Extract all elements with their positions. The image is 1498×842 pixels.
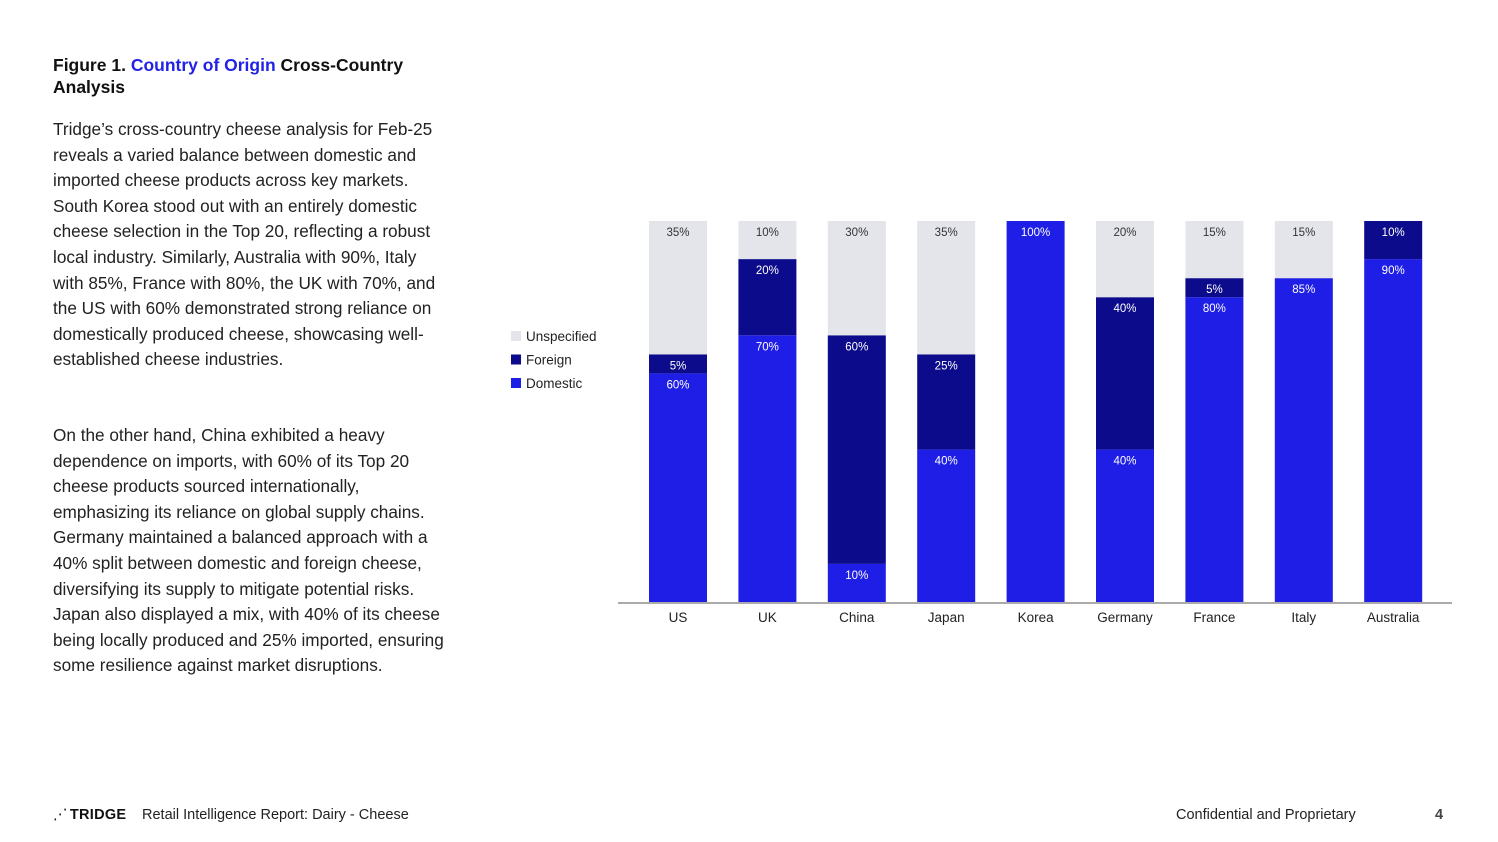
bar-us-unspecified <box>649 221 707 355</box>
x-tick-label-australia: Australia <box>1367 610 1420 625</box>
bar-france-foreign <box>1185 278 1244 298</box>
data-label-us-foreign: 5% <box>670 360 687 372</box>
figure-title: Figure 1. Country of Origin Cross-Countr… <box>53 54 443 98</box>
footer-confidential: Confidential and Proprietary <box>1176 807 1356 823</box>
bar-uk-foreign <box>738 259 797 336</box>
bar-france-domestic <box>1185 297 1244 602</box>
data-label-china-foreign: 60% <box>845 341 868 353</box>
bar-france-unspecified <box>1185 221 1244 279</box>
data-label-japan-foreign: 25% <box>935 360 958 372</box>
legend-swatch-domestic <box>511 378 521 388</box>
bar-china-unspecified <box>827 221 886 336</box>
data-label-germany-foreign: 40% <box>1113 303 1136 315</box>
data-label-china-domestic: 10% <box>845 570 868 582</box>
figure-title-accent: Country of Origin <box>130 55 276 75</box>
data-label-china-unspecified: 30% <box>845 227 868 239</box>
data-label-japan-domestic: 40% <box>935 456 958 468</box>
bar-italy-unspecified <box>1274 221 1333 279</box>
bar-uk-unspecified <box>738 221 797 260</box>
x-tick-label-germany: Germany <box>1097 610 1153 625</box>
bar-us-foreign <box>649 354 707 374</box>
analysis-paragraph-1: Tridge’s cross-country cheese analysis f… <box>53 119 436 370</box>
data-label-korea-domestic: 100% <box>1021 227 1050 239</box>
bar-italy-domestic <box>1274 278 1333 602</box>
legend-label-unspecified: Unspecified <box>526 329 597 344</box>
data-label-france-foreign: 5% <box>1206 284 1223 296</box>
analysis-paragraph-2: On the other hand, China exhibited a hea… <box>53 425 444 676</box>
data-label-france-domestic: 80% <box>1203 303 1226 315</box>
bar-china-foreign <box>827 335 886 564</box>
legend-swatch-unspecified <box>511 331 521 341</box>
tridge-logo-icon: ⋰ <box>53 807 68 823</box>
figure-title-prefix: Figure 1. <box>53 55 126 75</box>
page-number: 4 <box>1435 807 1444 823</box>
x-tick-label-korea: Korea <box>1018 610 1055 625</box>
tridge-logo-text: TRIDGE <box>69 807 127 823</box>
bar-australia-foreign <box>1364 221 1423 260</box>
bar-japan-unspecified <box>917 221 976 355</box>
data-label-australia-foreign: 10% <box>1382 227 1405 239</box>
x-tick-label-china: China <box>839 610 875 625</box>
bar-japan-foreign <box>917 354 976 450</box>
bar-korea-domestic <box>1006 221 1065 602</box>
bar-china-domestic <box>827 563 886 602</box>
bar-germany-foreign <box>1096 297 1154 450</box>
bar-uk-domestic <box>738 335 797 602</box>
data-label-us-domestic: 60% <box>666 379 689 391</box>
bar-australia-domestic <box>1364 259 1423 602</box>
legend-label-foreign: Foreign <box>526 353 572 368</box>
data-label-italy-unspecified: 15% <box>1292 227 1315 239</box>
bar-japan-domestic <box>917 449 976 602</box>
footer-report-title: Retail Intelligence Report: Dairy - Chee… <box>142 807 409 823</box>
x-tick-label-france: France <box>1193 610 1235 625</box>
data-label-us-unspecified: 35% <box>666 227 689 239</box>
data-label-germany-domestic: 40% <box>1113 456 1136 468</box>
data-label-japan-unspecified: 35% <box>935 227 958 239</box>
data-label-uk-foreign: 20% <box>756 265 779 277</box>
tridge-logo: ⋰ TRIDGE <box>53 807 126 823</box>
data-label-australia-domestic: 90% <box>1382 265 1405 277</box>
legend-swatch-foreign <box>511 354 521 365</box>
x-tick-label-uk: UK <box>758 610 777 625</box>
x-tick-label-us: US <box>669 610 688 625</box>
bar-germany-domestic <box>1096 449 1154 602</box>
data-label-uk-unspecified: 10% <box>756 227 779 239</box>
data-label-germany-unspecified: 20% <box>1113 227 1136 239</box>
bar-germany-unspecified <box>1096 221 1154 298</box>
data-label-italy-domestic: 85% <box>1292 284 1315 296</box>
x-tick-label-japan: Japan <box>928 610 965 625</box>
bar-us-domestic <box>649 373 707 602</box>
figure-title-suffix: Cross-Country Analysis <box>53 55 404 97</box>
x-tick-label-italy: Italy <box>1291 610 1316 625</box>
legend-label-domestic: Domestic <box>526 376 583 391</box>
data-label-france-unspecified: 15% <box>1203 227 1226 239</box>
data-label-uk-domestic: 70% <box>756 341 779 353</box>
